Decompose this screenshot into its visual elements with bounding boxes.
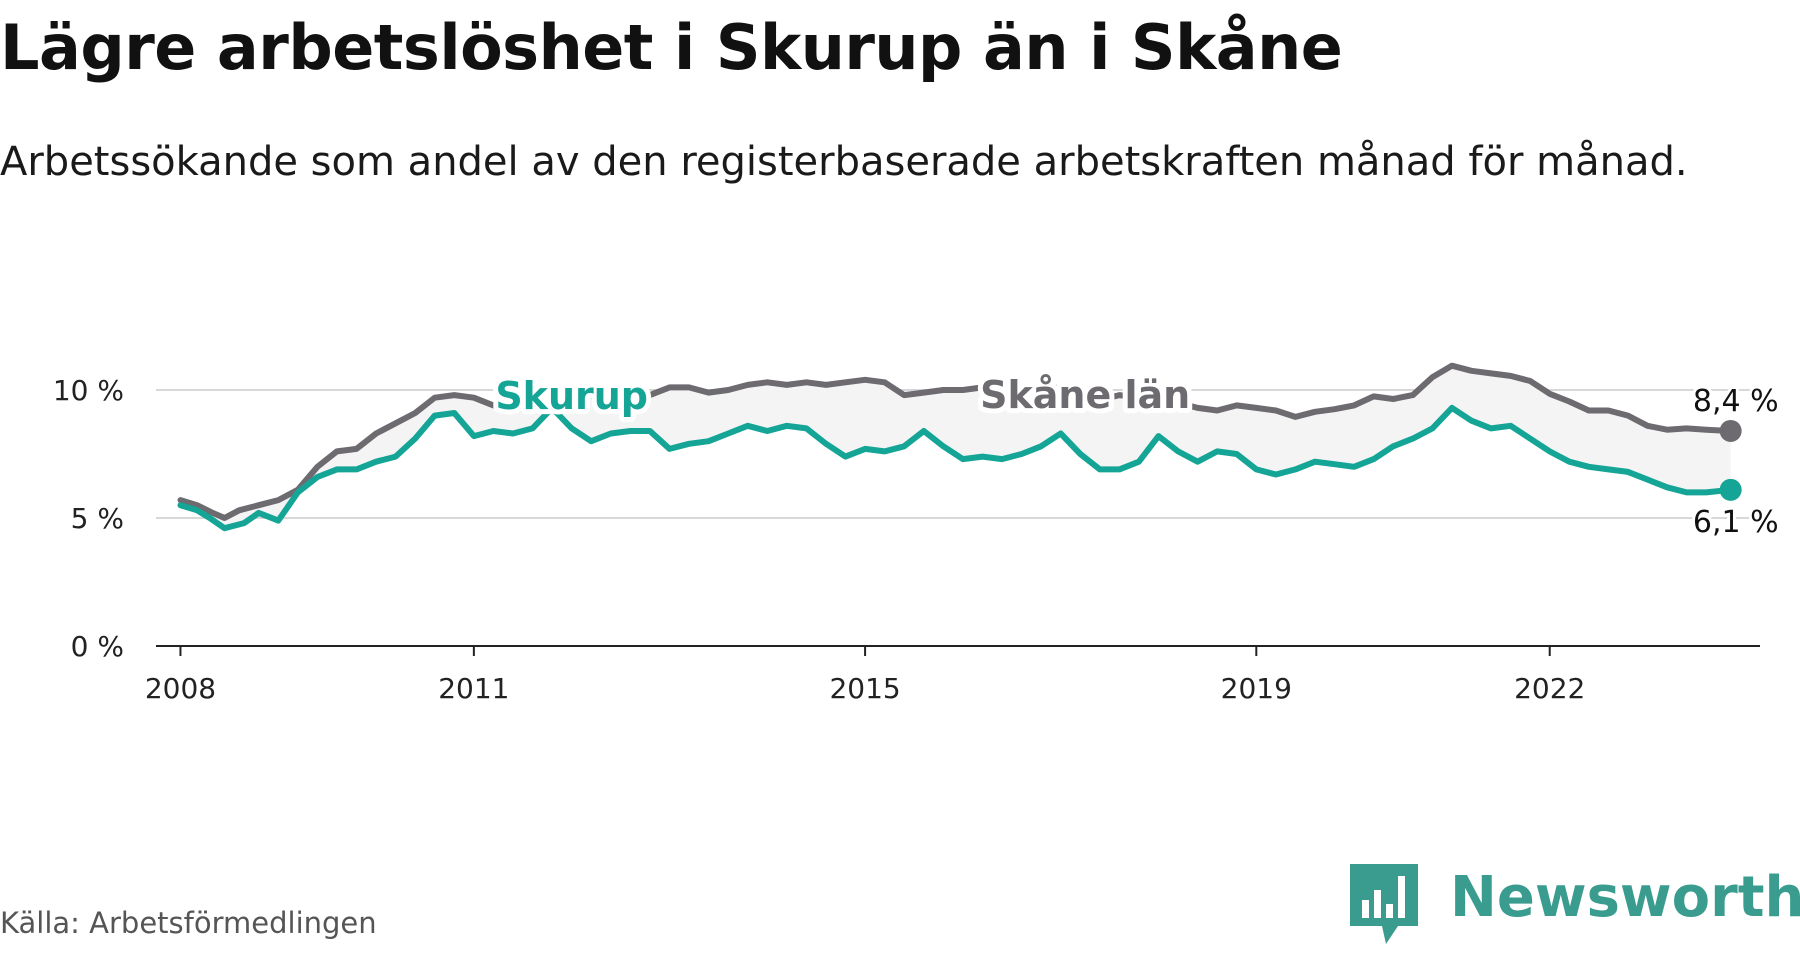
end-point-skane-lan [1719, 419, 1742, 442]
bar-chart-speech-bubble-icon [1350, 864, 1418, 944]
y-axis-ticks: 0 % 5 % 10 % [53, 374, 124, 663]
series-lines [177, 362, 1742, 532]
line-chart: 0 % 5 % 10 % 2008 2011 2015 2019 2022 Skåne lä… [53, 362, 1782, 705]
chart-subtitle: Arbetssökande som andel av den registerb… [0, 139, 1688, 185]
end-point-skurup [1719, 478, 1742, 501]
series-labels: Skåne län 8,4 % Skurup 6,1 % [490, 368, 1781, 543]
series-label-skane-lan: Skåne län [980, 373, 1190, 417]
series-line-skurup [177, 404, 1734, 532]
series-line-skane-lan [177, 362, 1734, 521]
x-tick-label: 2015 [829, 672, 900, 705]
source-note: Källa: Arbetsförmedlingen [0, 906, 377, 940]
x-tick-label: 2011 [438, 672, 509, 705]
y-tick-label: 0 % [71, 630, 124, 663]
difference-band [180, 365, 1731, 529]
end-value-label-skurup: 6,1 % [1693, 505, 1779, 540]
brand-name: Newsworthy [1450, 865, 1800, 930]
series-label-skurup: Skurup [495, 374, 648, 418]
newsworthy-logo[interactable]: Newsworthy [1348, 860, 1800, 950]
x-tick-label: 2022 [1514, 672, 1585, 705]
x-tick-label: 2008 [145, 672, 216, 705]
x-axis-ticks: 2008 2011 2015 2019 2022 [145, 646, 1585, 705]
y-tick-label: 5 % [71, 502, 124, 535]
y-tick-label: 10 % [53, 374, 124, 407]
x-tick-label: 2019 [1221, 672, 1292, 705]
chart-title: Lägre arbetslöshet i Skurup än i Skåne [0, 11, 1343, 84]
end-value-label-skane-lan: 8,4 % [1693, 384, 1779, 419]
